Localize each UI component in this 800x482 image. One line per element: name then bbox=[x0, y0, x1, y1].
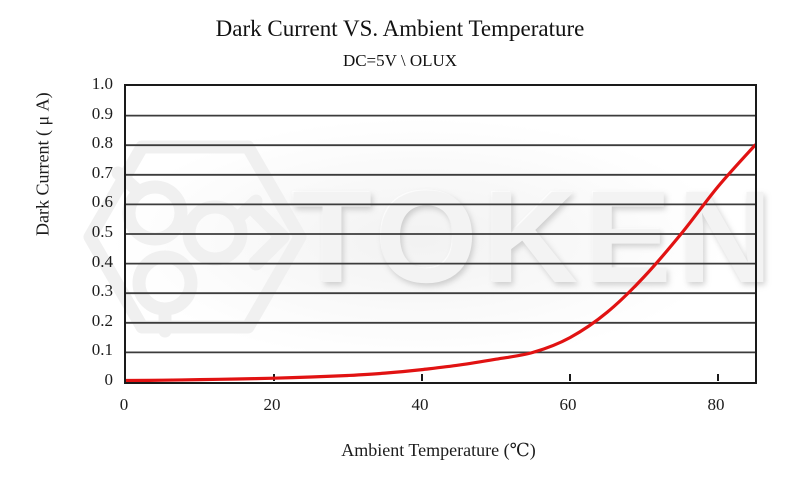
y-tick-label: 0.1 bbox=[91, 340, 113, 360]
x-tick-label: 0 bbox=[119, 395, 129, 414]
x-tick-label: 60 bbox=[559, 395, 577, 414]
dark-current-curve bbox=[126, 143, 755, 382]
y-tick-label: 1.0 bbox=[91, 74, 113, 93]
x-tick-label: 80 bbox=[707, 395, 725, 414]
y-tick-label: 0.3 bbox=[91, 281, 113, 301]
y-tick-label: 0.6 bbox=[91, 192, 113, 212]
y-tick-labels: 1.0 0.9 0.8 0.7 0.6 0.5 0.4 0.3 0.2 0.1 0 bbox=[0, 0, 113, 482]
y-tick-label: 0.7 bbox=[91, 162, 113, 182]
plot-canvas bbox=[126, 114, 755, 382]
y-tick-label: 0.9 bbox=[91, 103, 113, 123]
chart-subtitle: DC=5V \ OLUX bbox=[342, 51, 458, 70]
y-tick-label: 0.4 bbox=[91, 251, 113, 271]
plot-area bbox=[124, 84, 757, 384]
x-tick-label: 40 bbox=[411, 395, 429, 414]
y-tick-label: 0.5 bbox=[91, 222, 113, 241]
y-tick-label: 0.8 bbox=[91, 133, 113, 153]
x-tick-label: 20 bbox=[263, 395, 281, 414]
x-axis-title: Ambient Temperature (℃) bbox=[341, 440, 536, 460]
y-tick-label: 0 bbox=[104, 370, 114, 389]
y-tick-label: 0.2 bbox=[91, 310, 113, 330]
chart-title: Dark Current VS. Ambient Temperature bbox=[215, 16, 585, 41]
token-watermark-text: TOKEN bbox=[292, 163, 779, 310]
token-logo-icon bbox=[83, 140, 307, 338]
